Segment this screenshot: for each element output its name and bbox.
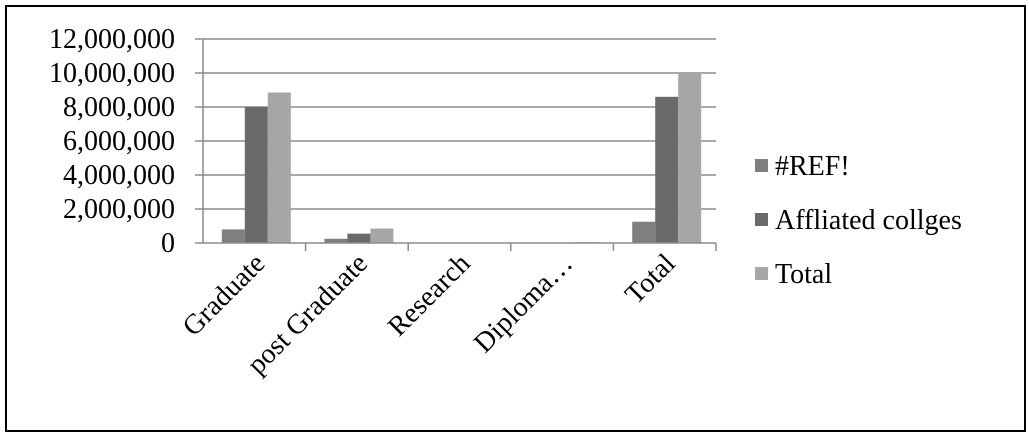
x-tick-label: Research (382, 248, 476, 342)
legend-label: Affliated collges (775, 205, 962, 236)
bar-ref (324, 238, 348, 243)
y-tick-label: 8,000,000 (63, 92, 175, 123)
bar-affliated-collges (655, 96, 679, 243)
y-tick-label: 10,000,000 (49, 58, 175, 89)
y-tick-label: 6,000,000 (63, 126, 175, 157)
chart-frame: 0 2,000,000 4,000,000 6,000,000 8,000,000 10,… (5, 5, 1026, 432)
y-tick-label: 4,000,000 (63, 160, 175, 191)
bar-affliated-collges (347, 233, 371, 243)
y-tick-label: 0 (161, 228, 175, 259)
bar-total (678, 73, 702, 243)
legend: #REF! Affliated collges Total (755, 151, 962, 290)
bar-total (267, 92, 291, 243)
axes (195, 38, 717, 251)
bar-total (370, 228, 394, 243)
legend-swatch (755, 267, 768, 280)
y-tick-label: 2,000,000 (63, 194, 175, 225)
bar-chart: 02,000,0004,000,0006,000,0008,000,00010,… (49, 24, 962, 381)
bar-ref (221, 229, 245, 243)
x-tick-label: Graduate (177, 248, 271, 342)
y-axis-tick-labels: 02,000,0004,000,0006,000,0008,000,00010,… (49, 24, 175, 259)
x-tick-label: Diploma… (468, 248, 579, 359)
legend-label: Total (775, 259, 832, 290)
legend-swatch (755, 213, 768, 226)
legend-label: #REF! (775, 151, 850, 182)
y-tick-label: 12,000,000 (49, 24, 175, 55)
bar-affliated-collges (244, 107, 268, 243)
bars (221, 73, 702, 243)
x-tick-label: Total (619, 248, 681, 310)
legend-swatch (755, 159, 768, 172)
bar-ref (632, 221, 656, 243)
